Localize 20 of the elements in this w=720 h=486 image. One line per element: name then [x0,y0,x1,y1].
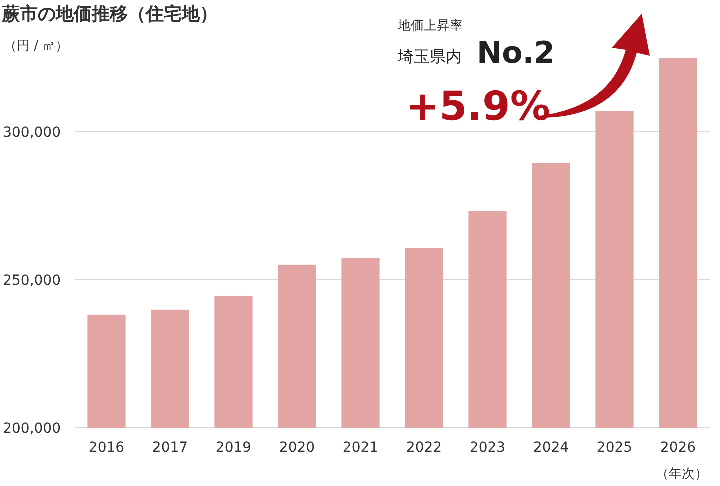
x-tick-label: 2017 [152,440,188,456]
x-tick-label: 2026 [660,440,696,456]
annotation: 埼玉県内 [397,47,462,66]
y-axis-title: （円 / ㎡） [4,39,69,54]
text: 地価上昇率 [397,18,463,34]
x-tick-label: 2024 [533,440,570,456]
chart-title: 蕨市の地価推移（住宅地） [1,4,218,25]
x-axis-title: （年次） [656,467,708,482]
y-tick-label: 250,000 [3,273,61,289]
y-tick-label: 200,000 [3,421,61,437]
x-tick-label: 2019 [216,440,252,456]
x-tick-label: 2022 [406,440,442,456]
y-tick-label: 300,000 [3,125,61,141]
annotation: No.2 [477,36,555,71]
x-tick-label: 2020 [279,440,316,456]
x-tick-label: 2021 [342,440,379,456]
x-tick-label: 2016 [88,440,125,456]
x-tick-label: 2023 [470,440,506,456]
annotation: +5.9% [406,84,550,130]
x-tick-label: 2025 [596,440,633,456]
